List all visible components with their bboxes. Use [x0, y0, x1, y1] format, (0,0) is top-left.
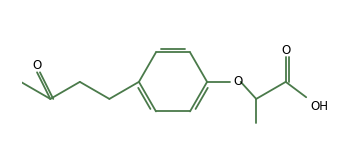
- Text: OH: OH: [310, 100, 328, 113]
- Text: O: O: [281, 44, 290, 57]
- Text: O: O: [233, 75, 243, 88]
- Text: O: O: [33, 59, 42, 72]
